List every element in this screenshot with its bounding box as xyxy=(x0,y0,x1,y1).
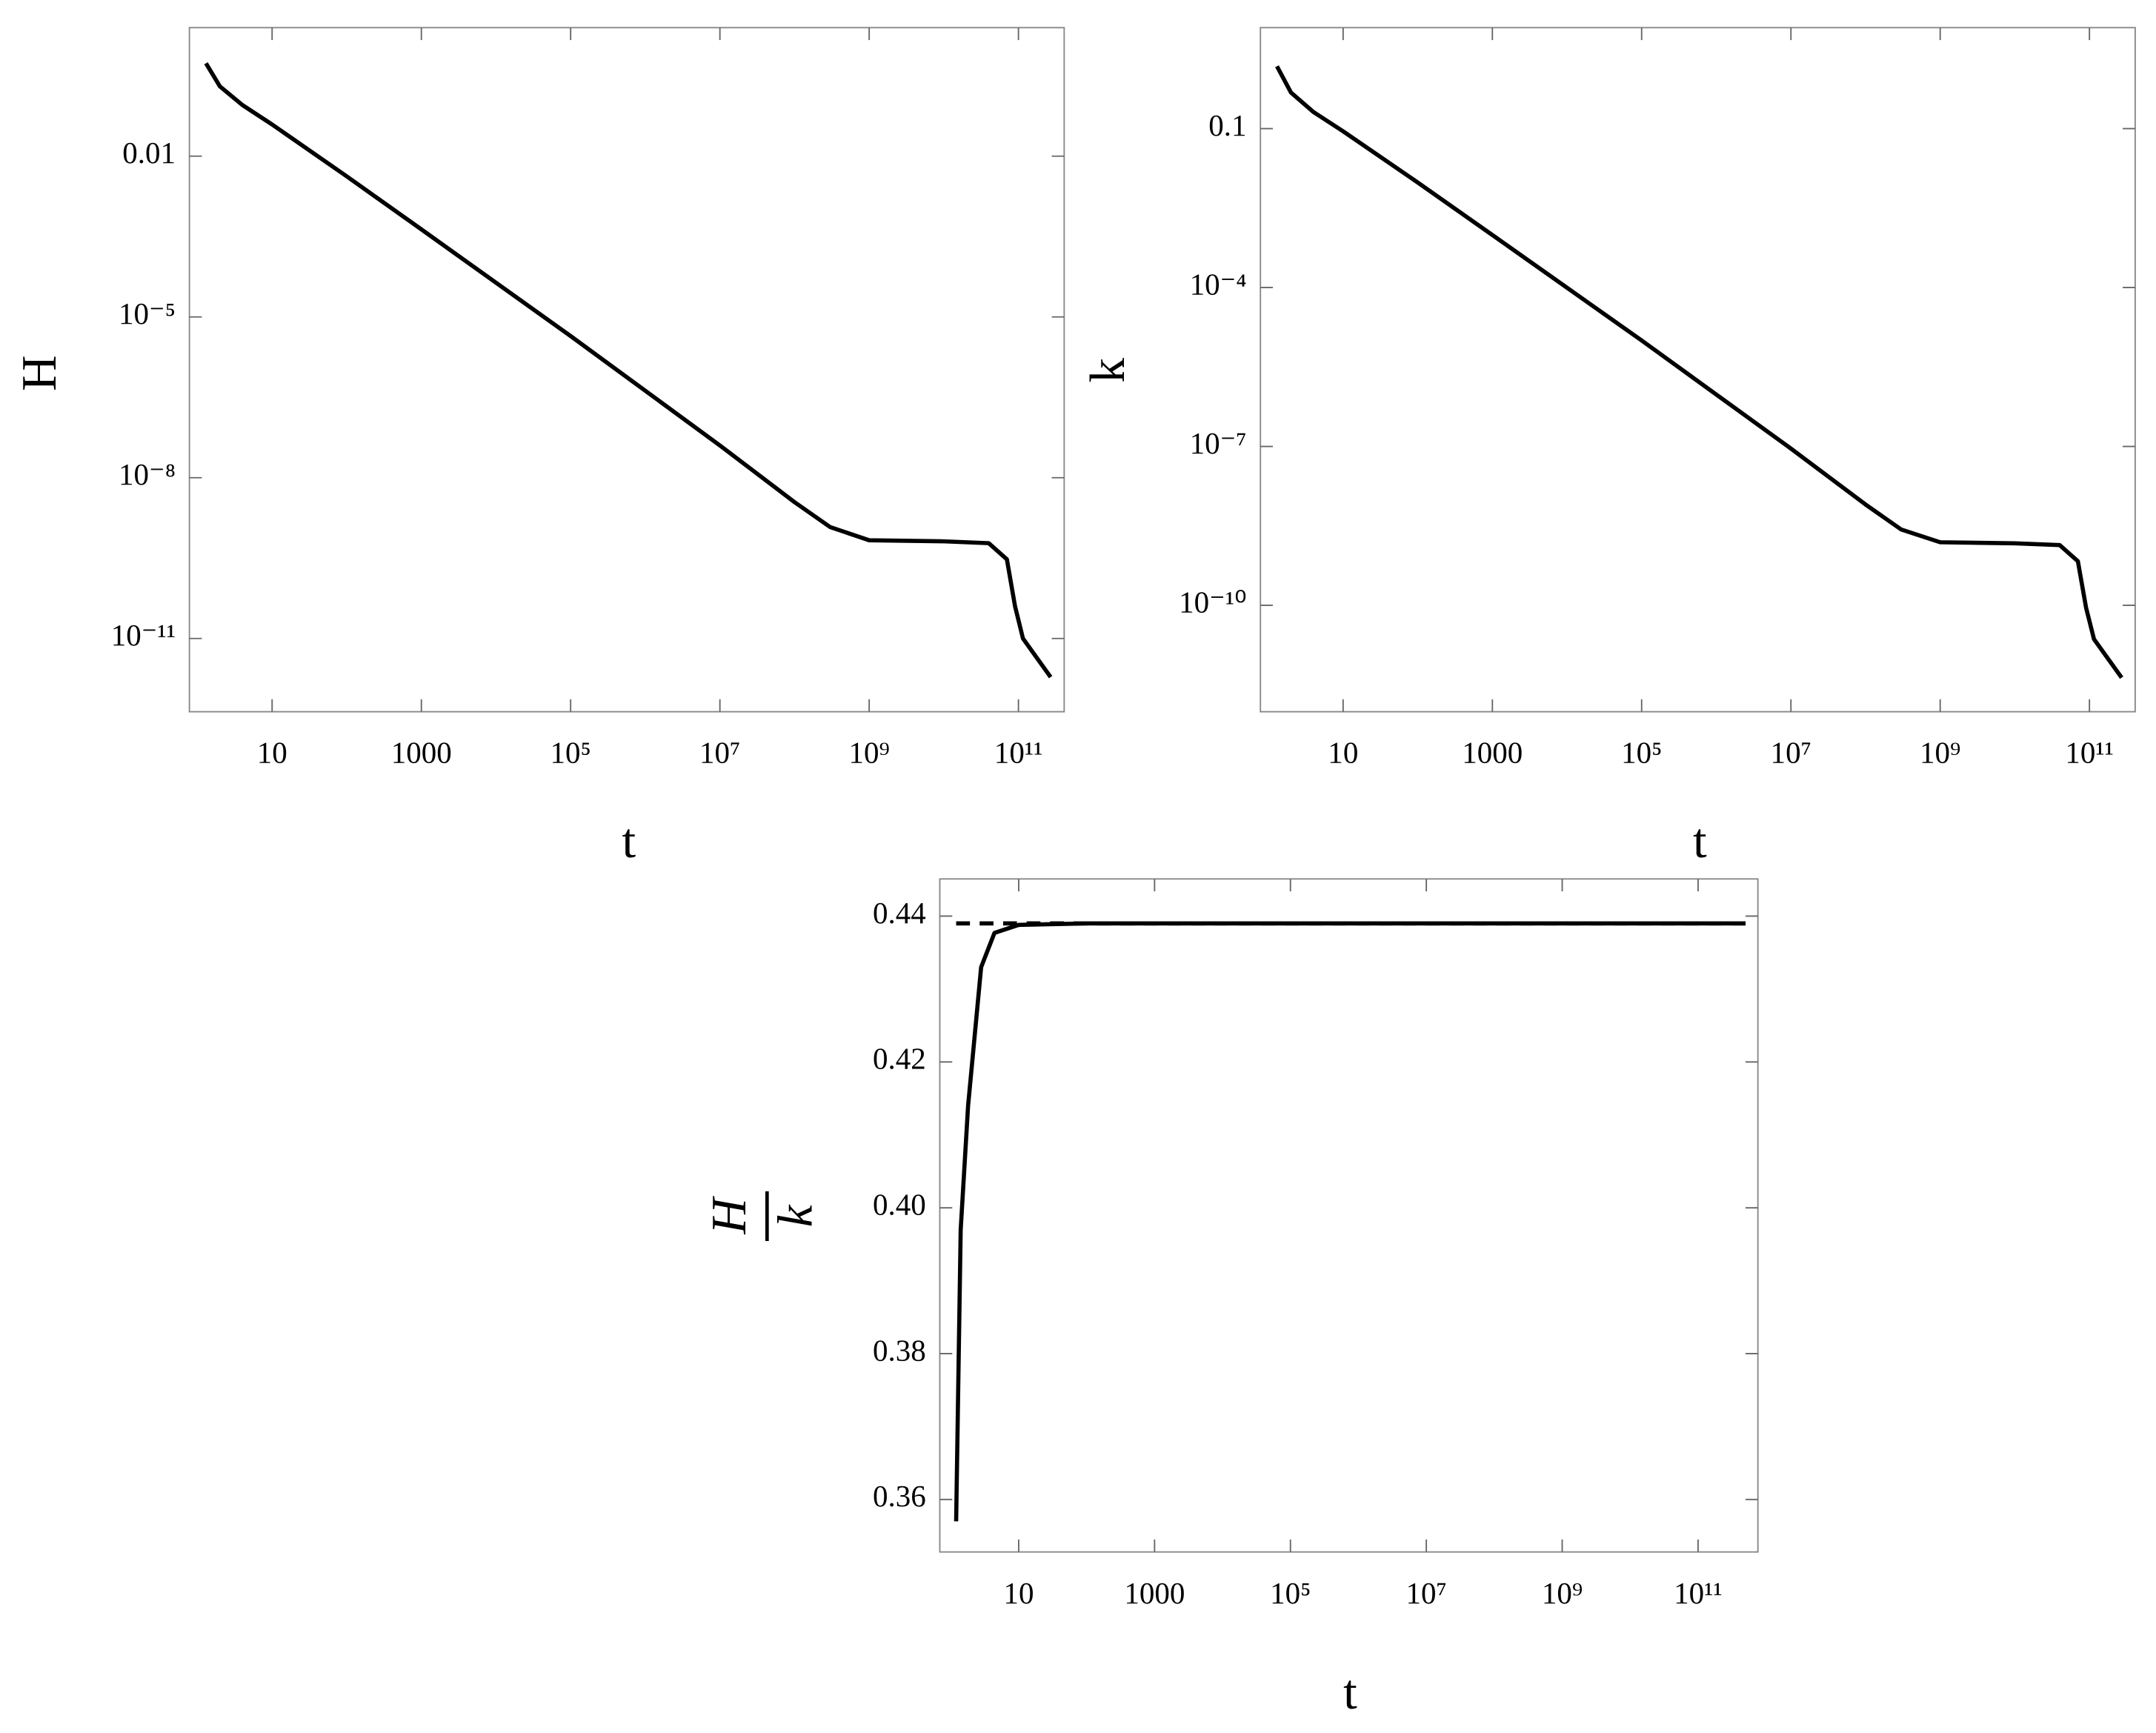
x-tick-label: 1000 xyxy=(1124,1576,1185,1610)
y-tick-label: 0.44 xyxy=(873,896,926,930)
y-label-numerator: H xyxy=(701,1196,756,1235)
x-tick-label: 10⁹ xyxy=(1920,736,1960,770)
x-tick-label: 10 xyxy=(1003,1576,1034,1610)
y-tick-label: 10⁻⁴ xyxy=(1190,267,1247,301)
y-axis-label: H xyxy=(11,355,67,390)
x-tick-label: 10⁷ xyxy=(1771,736,1811,770)
data-line xyxy=(954,921,1746,1522)
x-tick-label: 1000 xyxy=(1462,736,1523,770)
x-tick-label: 10 xyxy=(1328,736,1358,770)
y-tick-label: 10⁻⁵ xyxy=(119,296,176,330)
y-tick-label: 0.40 xyxy=(873,1188,926,1222)
x-tick-label: 10⁵ xyxy=(1621,736,1662,770)
plot-frame xyxy=(939,878,1759,1553)
x-tick-label: 10⁵ xyxy=(550,736,591,770)
y-tick-label: 10⁻⁸ xyxy=(119,457,176,491)
y-label-denominator: k xyxy=(767,1204,822,1227)
x-axis-label: t xyxy=(1343,1664,1357,1720)
y-tick-label: 0.38 xyxy=(873,1333,926,1367)
y-tick-label: 10⁻¹⁰ xyxy=(1179,585,1246,619)
y-tick-label: 10⁻⁷ xyxy=(1190,426,1247,460)
x-tick-label: 10 xyxy=(257,736,287,770)
plot-frame xyxy=(1260,27,2136,713)
y-tick-label: 0.36 xyxy=(873,1479,926,1513)
y-tick-label: 0.1 xyxy=(1208,108,1246,142)
x-tick-label: 10⁵ xyxy=(1270,1576,1311,1610)
x-axis-label: t xyxy=(1693,813,1707,868)
chart-panel: 10 1000 10⁵ 10⁷ 10⁹ 10¹¹ 0.1 10⁻⁴ 10⁻⁷ 10⁻¹⁰ t k xyxy=(1079,27,2136,868)
plot-frame xyxy=(188,27,1065,713)
y-tick-label: 10⁻¹¹ xyxy=(111,618,176,652)
x-tick-label: 10⁷ xyxy=(1405,1576,1446,1610)
x-axis-label: t xyxy=(622,813,636,868)
y-axis-label: k xyxy=(1079,358,1135,383)
x-tick-label: 10¹¹ xyxy=(994,736,1043,770)
x-tick-label: 10¹¹ xyxy=(2065,736,2114,770)
x-tick-label: 10⁷ xyxy=(699,736,740,770)
y-tick-label: 0.42 xyxy=(873,1042,926,1076)
x-tick-label: 10⁹ xyxy=(848,736,889,770)
chart-panel: 10 1000 10⁵ 10⁷ 10⁹ 10¹¹ 0.01 10⁻⁵ 10⁻⁸ 10⁻¹¹ t H xyxy=(11,27,1065,868)
x-tick-label: 1000 xyxy=(391,736,452,770)
y-tick-label: 0.01 xyxy=(122,136,176,170)
data-line xyxy=(1275,65,2123,679)
x-tick-label: 10¹¹ xyxy=(1674,1576,1723,1610)
chart-panel: 10 1000 10⁵ 10⁷ 10⁹ 10¹¹ 0.36 0.38 0.40 0.42 0.44 t… xyxy=(701,878,1759,1720)
data-line xyxy=(204,61,1053,679)
x-tick-label: 10⁹ xyxy=(1542,1576,1583,1610)
